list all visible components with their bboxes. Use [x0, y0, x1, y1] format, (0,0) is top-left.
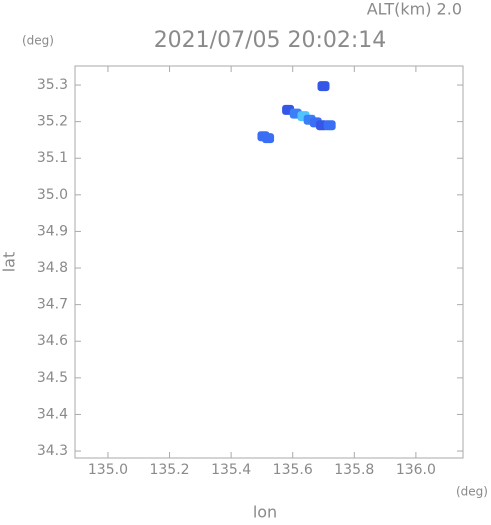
x-unit: (deg) [456, 485, 488, 499]
x-tick-label: 136.0 [396, 462, 436, 478]
y-axis-label: lat [0, 252, 19, 273]
echo-cell [317, 81, 330, 92]
y-tick-label: 34.5 [37, 370, 68, 386]
altitude-label: ALT(km) 2.0 [367, 0, 462, 19]
y-tick-label: 35.3 [37, 77, 68, 93]
x-tick-label: 135.8 [334, 462, 374, 478]
echo-cell [262, 133, 275, 144]
y-tick-label: 35.2 [37, 114, 68, 130]
x-tick-label: 135.4 [211, 462, 251, 478]
chart-title: 2021/07/05 20:02:14 [154, 28, 387, 53]
y-tick-label: 34.3 [37, 443, 68, 459]
x-axis-label: lon [253, 503, 277, 522]
x-tick-label: 135.6 [273, 462, 313, 478]
y-tick-label: 35.1 [37, 150, 68, 166]
x-tick-label: 135.0 [88, 462, 128, 478]
y-tick-label: 34.4 [37, 406, 68, 422]
y-tick-label: 34.6 [37, 333, 68, 349]
y-tick-label: 34.8 [37, 260, 68, 276]
y-tick-label: 35.0 [37, 187, 68, 203]
y-tick-label: 34.9 [37, 223, 68, 239]
y-tick-label: 34.7 [37, 297, 68, 313]
plot-frame [74, 65, 464, 459]
y-unit: (deg) [22, 34, 54, 48]
echo-cell [323, 120, 336, 131]
x-tick-label: 135.2 [149, 462, 189, 478]
